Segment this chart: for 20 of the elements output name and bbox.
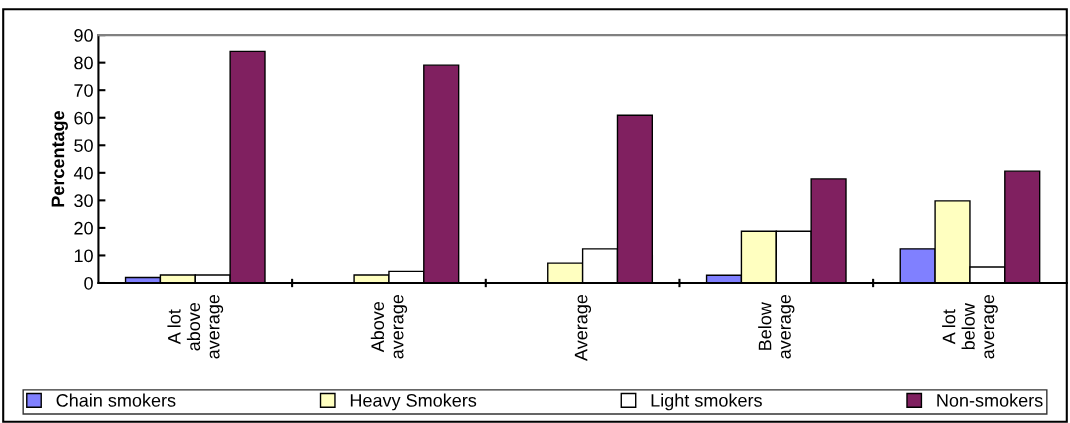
y-tick-label: 20 xyxy=(74,221,93,235)
legend-label: Non-smokers xyxy=(937,393,1043,407)
legend-label: Chain smokers xyxy=(56,393,176,407)
x-tick-label: Below average xyxy=(758,294,795,359)
legend-label: Light smokers xyxy=(651,393,762,411)
y-tick-label: 90 xyxy=(74,29,93,42)
x-tick-label: Above average xyxy=(370,294,408,359)
y-tick-label: 80 xyxy=(74,56,93,70)
y-tick-label: 0 xyxy=(84,276,93,290)
x-tick-label: A lot below average xyxy=(942,294,998,359)
x-tick-label: A lot above average xyxy=(167,294,224,359)
y-tick-label: 10 xyxy=(74,249,93,263)
y-tick-label: 40 xyxy=(73,166,93,180)
y-tick-label: 30 xyxy=(74,194,93,208)
x-tick-label: Average xyxy=(574,294,592,361)
y-axis-title: Percentage xyxy=(51,110,68,207)
y-tick-label: 60 xyxy=(74,111,93,125)
y-tick-label: 50 xyxy=(74,139,93,152)
y-tick-label: 70 xyxy=(74,84,93,97)
legend-label: Heavy Smokers xyxy=(350,393,477,411)
